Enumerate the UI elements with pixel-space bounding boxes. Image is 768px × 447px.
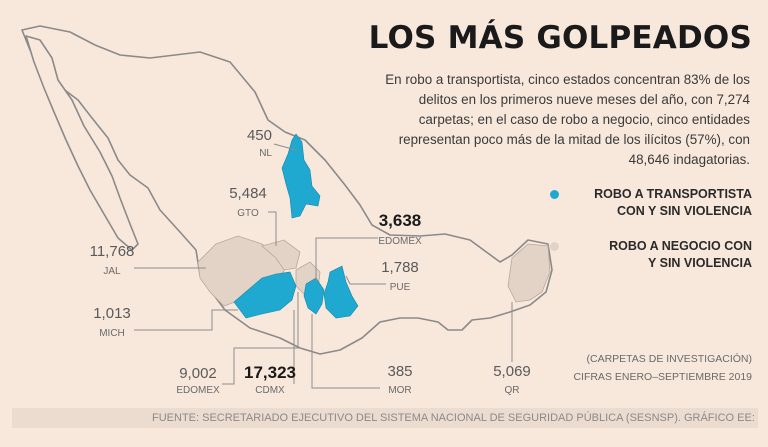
callout-value-edomex-t: 3,638 <box>379 211 422 230</box>
callout-layer: 450 NL 5,484 GTO 3,638 EDOMEX 1,788 PUE 11,768 JA… <box>90 127 531 396</box>
callout-leader-mich <box>134 309 238 331</box>
callout-leader-nl <box>273 143 297 151</box>
state-edomex-mor <box>303 277 325 315</box>
callout-nl: 450 NL <box>247 127 297 159</box>
legend-label-negocio: ROBO A NEGOCIO CON Y SIN VIOLENCIA <box>552 238 752 272</box>
callout-jal: 11,768 JAL <box>90 243 206 277</box>
state-qr <box>507 243 551 303</box>
legend-negocio-line1: ROBO A NEGOCIO CON <box>609 239 752 253</box>
callout-state-cdmx: CDMX <box>255 385 285 396</box>
callout-leader-edomex-n <box>222 292 299 385</box>
intro-text: En robo a transportista, cinco estados c… <box>385 72 750 167</box>
callout-state-mor: MOR <box>388 385 411 396</box>
legend-transportista-line2: CON Y SIN VIOLENCIA <box>617 204 752 218</box>
legend-item-transportista: ROBO A TRANSPORTISTA CON Y SIN VIOLENCIA <box>550 186 752 220</box>
callout-leader-edomex-t <box>315 237 378 282</box>
callout-state-mich: MICH <box>99 328 125 339</box>
legend-label-transportista: ROBO A TRANSPORTISTA CON Y SIN VIOLENCIA <box>552 186 752 220</box>
callout-pue: 1,788 PUE <box>345 259 419 293</box>
callout-leader-mor <box>311 314 380 389</box>
page-title: LOS MÁS GOLPEADOS <box>368 20 752 56</box>
callout-value-qr: 5,069 <box>493 363 531 380</box>
callout-state-nl: NL <box>259 148 272 159</box>
legend-negocio-line2: Y SIN VIOLENCIA <box>648 256 752 270</box>
callout-edomex-t: 3,638 EDOMEX <box>315 211 422 282</box>
state-mich <box>233 271 297 319</box>
source-footer: FUENTE: SECRETARIADO EJECUTIVO DEL SISTE… <box>12 408 758 428</box>
callout-state-pue: PUE <box>390 282 411 293</box>
data-note: (CARPETAS DE INVESTIGACIÓN) CIFRAS ENERO… <box>552 350 752 386</box>
note-line1: (CARPETAS DE INVESTIGACIÓN) <box>586 353 753 365</box>
callout-qr: 5,069 QR <box>493 302 531 396</box>
callout-state-jal: JAL <box>103 266 121 277</box>
callout-value-mich: 1,013 <box>93 305 131 322</box>
legend-transportista-line1: ROBO A TRANSPORTISTA <box>594 187 752 201</box>
callout-gto: 5,484 GTO <box>229 185 277 246</box>
callout-value-gto: 5,484 <box>229 185 267 202</box>
callout-value-mor: 385 <box>387 363 412 380</box>
baja-california-outline <box>25 35 139 251</box>
legend-swatch-transportista <box>550 190 559 199</box>
callout-edomex-n: 9,002 EDOMEX <box>176 292 299 396</box>
note-line2: CIFRAS ENERO–SEPTIEMBRE 2019 <box>573 371 752 383</box>
callout-mor: 385 MOR <box>311 314 413 396</box>
state-pue <box>323 265 359 319</box>
callout-state-edomex-t: EDOMEX <box>378 236 422 247</box>
callout-state-gto: GTO <box>237 208 259 219</box>
callout-value-jal: 11,768 <box>90 243 135 260</box>
callout-mich: 1,013 MICH <box>93 305 238 339</box>
callout-leader-gto <box>268 211 277 246</box>
state-gto <box>261 239 301 271</box>
callout-value-nl: 450 <box>247 127 272 144</box>
callout-leader-pue <box>345 275 386 285</box>
legend-item-negocio: ROBO A NEGOCIO CON Y SIN VIOLENCIA <box>550 238 752 272</box>
callout-value-pue: 1,788 <box>381 259 419 276</box>
state-nl <box>281 133 321 219</box>
callout-value-edomex-n: 9,002 <box>179 365 217 382</box>
mexico-outline <box>21 25 553 355</box>
callout-cdmx: 17,323 CDMX <box>244 310 296 396</box>
legend-swatch-negocio <box>550 242 559 251</box>
callout-state-qr: QR <box>505 385 520 396</box>
callout-state-edomex-n: EDOMEX <box>176 385 220 396</box>
callout-value-cdmx: 17,323 <box>244 363 296 382</box>
